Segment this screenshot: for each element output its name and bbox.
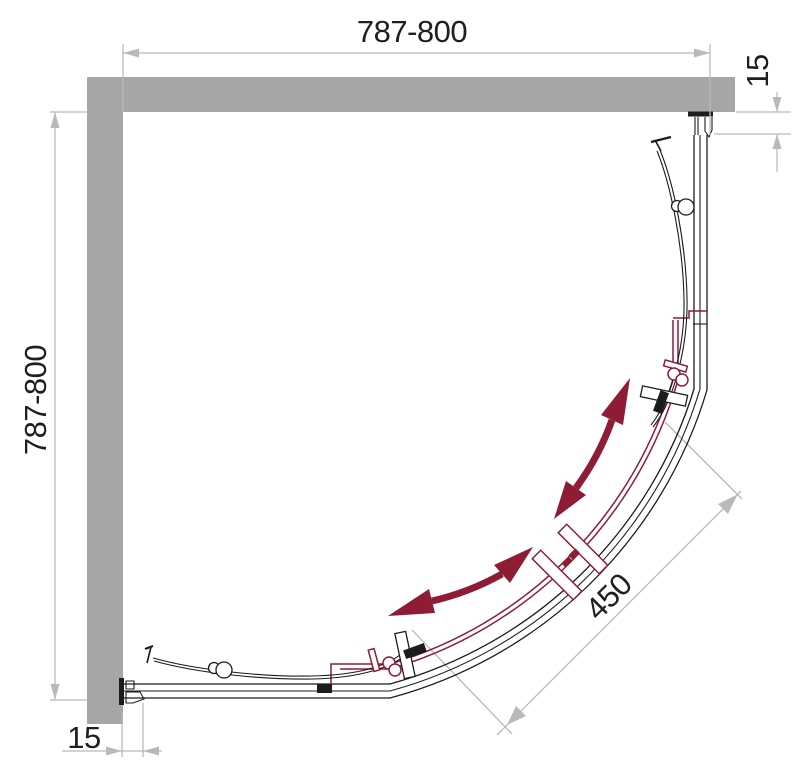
dimension-line [496, 490, 742, 736]
dimension-top-width: 787-800 [122, 14, 711, 135]
dimension-arrow-left [143, 746, 159, 756]
dimension-arrow-upper [718, 494, 738, 514]
bracket-leg [125, 680, 135, 690]
dimension-arrow-right [694, 48, 710, 58]
carriage-clamp [403, 643, 427, 659]
slide-direction-arrow-lower [388, 547, 533, 616]
dimension-label-top-width: 787-800 [357, 14, 468, 49]
open-door-edge-hook [146, 646, 152, 664]
door-lower-end-cap [317, 684, 332, 693]
arrowhead-toward-wall [388, 589, 435, 616]
dimension-arrow-left [123, 48, 139, 58]
dimension-label-right-gap: 15 [740, 54, 775, 87]
wall-bracket-top [688, 111, 713, 139]
carriage-clamp [653, 390, 669, 414]
bracket-leg [694, 117, 699, 135]
enclosure-track-profiles [122, 135, 708, 699]
roller-wheel-large [677, 198, 695, 216]
open-door-glass-line-1 [152, 650, 406, 677]
arrow-curve [431, 570, 504, 605]
extension-line-upper [664, 421, 743, 500]
roller-carriage-lower [367, 630, 427, 680]
dimension-left-height: 787-800 [18, 111, 87, 701]
open-door-edge-cap [144, 644, 154, 651]
arrowhead-toward-center [554, 481, 586, 519]
dimension-arrow-down [772, 97, 782, 112]
arrowhead-toward-wall [601, 378, 630, 425]
walls [87, 77, 735, 724]
dimension-arrow-bottom [50, 684, 60, 700]
magnet-strip [561, 556, 573, 568]
open-door-edge-cap [650, 135, 672, 144]
open-door-glass-line-2 [153, 653, 408, 680]
door-open-position-lower [144, 644, 408, 680]
arrow-curve [573, 418, 616, 491]
wall-top [87, 77, 735, 112]
dimension-right-wall-gap: 15 [714, 54, 791, 172]
dimension-arrow-up [772, 134, 782, 149]
door-upper-end-profile [673, 310, 707, 319]
bracket-adjustable-leg [125, 691, 145, 704]
dimension-arrow-top [50, 112, 60, 128]
roller-wheel-large [215, 661, 233, 679]
track-profile-inner [122, 135, 695, 685]
roller-bracket [367, 647, 381, 673]
slide-direction-arrow-upper [554, 378, 630, 519]
bracket-bar [688, 111, 713, 117]
door-roller-wheel [675, 373, 689, 387]
wall-bracket-bottom [119, 678, 145, 705]
bracket-adjustable-leg [704, 117, 713, 139]
dimension-arrow-right [106, 746, 122, 756]
magnet-strip [568, 548, 580, 560]
dimension-label-left-height: 787-800 [18, 345, 53, 456]
roller-carriage-upper [639, 359, 689, 414]
door-lower-end-profile [330, 663, 340, 687]
magnetic-closure-assembly [531, 523, 609, 601]
dimension-bottom-wall-gap: 15 [62, 703, 162, 757]
dimension-arrow-lower [507, 706, 526, 725]
dimension-label-bottom-gap: 15 [67, 720, 100, 755]
extension-line-lower [411, 629, 513, 735]
bracket-bar [119, 678, 124, 705]
door-roller-wheel [388, 663, 402, 677]
arrowhead-toward-center [494, 547, 533, 583]
magnet-profile-lower-door [531, 549, 583, 601]
dimension-label-diagonal: 450 [578, 566, 638, 626]
track-profile-middle [122, 135, 701, 692]
door-glass-outer-line [340, 320, 679, 670]
door-glass-inner-line [340, 320, 674, 665]
wall-left [87, 77, 123, 724]
track-profile-outer [122, 135, 708, 699]
